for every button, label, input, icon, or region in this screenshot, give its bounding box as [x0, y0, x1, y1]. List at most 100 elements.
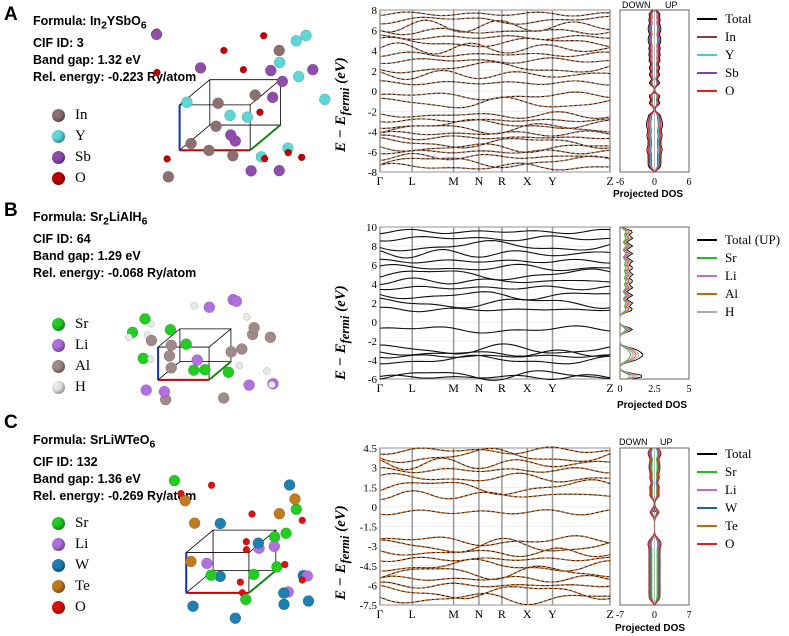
atom-sphere [201, 557, 213, 570]
atom-sphere [266, 91, 279, 104]
y-tick-label: 10 [366, 222, 378, 234]
atom-sphere [265, 64, 277, 77]
crystal-structure [150, 28, 331, 183]
legend-item: Li [697, 481, 752, 499]
atom-name: O [75, 599, 86, 615]
crystal-structure [125, 293, 279, 406]
band-line-spin-down [380, 558, 611, 572]
pdos-label: Projected DOS [613, 189, 684, 200]
band-line-spin-down [379, 535, 611, 547]
legend-label: Total [725, 11, 752, 26]
atom-name: Y [75, 128, 86, 144]
atom-sphere [239, 65, 248, 74]
band-line [379, 235, 611, 242]
atom-sphere [278, 598, 290, 611]
legend-item: Sr [697, 463, 752, 481]
spin-up-label: UP [660, 437, 673, 447]
band-line [379, 370, 611, 381]
band-line-spin-down [379, 446, 611, 455]
y-tick-label: -6 [368, 147, 378, 159]
legend-label: Total [725, 446, 752, 461]
dos-plot: 0 2.5 5 [618, 226, 692, 395]
legend-label: Li [725, 268, 737, 283]
dos-curve [619, 226, 644, 380]
atom-sphere [190, 302, 199, 310]
band-line-spin-down [379, 547, 611, 558]
legend: Total Sr Li W Te O [697, 445, 752, 553]
dos-curve [619, 226, 637, 380]
dos-x-tick-label: -6 [616, 177, 624, 188]
kpoint-label: Γ [377, 381, 384, 395]
legend-label: O [725, 536, 735, 551]
atom-sphere [268, 380, 276, 389]
atom-sphere [229, 612, 242, 624]
atom-w: W [52, 555, 90, 576]
atom-sphere [187, 600, 199, 612]
dos-curve [619, 226, 632, 380]
band-line-spin-down [379, 574, 611, 583]
legend-item: Sr [697, 249, 780, 267]
atom-sphere [222, 366, 235, 378]
kpoint-label: Y [548, 381, 557, 395]
atom-sphere [292, 70, 305, 83]
legend-swatch [697, 311, 717, 313]
band-gap: Band gap: 1.29 eV [33, 248, 141, 263]
band-line-spin-down [379, 490, 611, 501]
legend-item: Sb [697, 64, 752, 82]
formula: Formula: SrLiWTeO6 [33, 433, 156, 451]
panel-label: C [4, 412, 18, 433]
kpoint-label: Γ [377, 607, 384, 621]
atom-sphere [300, 29, 312, 42]
atom-sphere [252, 537, 265, 549]
atom-sphere [203, 301, 216, 314]
atom-li: Li [52, 335, 90, 356]
atom-sphere [284, 148, 292, 157]
band-line-spin-down [379, 592, 611, 606]
atom-name: Li [75, 536, 89, 552]
axis-b [208, 360, 232, 381]
atom-sphere [177, 489, 185, 498]
axis-b [248, 569, 277, 594]
legend-label: O [725, 83, 735, 98]
band-line-spin-down [379, 11, 611, 17]
y-tick-label: -2 [368, 336, 377, 348]
y-tick-label: 4.5 [363, 443, 377, 455]
atom-sphere [302, 595, 315, 607]
legend: Total In Y Sb O [697, 10, 752, 100]
band-line-spin-down [379, 61, 611, 74]
atom-ball-icon [52, 318, 65, 331]
y-tick-label: -4 [368, 127, 378, 139]
atom-sphere [230, 295, 243, 308]
atom-name: O [75, 170, 86, 186]
band-line [379, 285, 611, 291]
legend-label: Sr [725, 250, 737, 265]
dos-x-tick-label: 7 [687, 610, 692, 621]
band-line-spin-down [379, 118, 611, 123]
band-line-spin-down [380, 118, 611, 130]
band-line-spin-down [379, 15, 611, 25]
atom-name: Sb [75, 149, 91, 165]
legend-item: Te [697, 517, 752, 535]
band-line [379, 349, 611, 357]
y-tick-label: -4 [368, 355, 378, 367]
atom-sr: Sr [52, 513, 90, 534]
atom-sphere [224, 129, 237, 141]
band-line-spin-down [379, 80, 611, 86]
info-block: Formula: SrLiWTeO6 CIF ID: 132 Band gap:… [33, 432, 196, 505]
atom-sphere [188, 517, 201, 529]
legend-label: Sr [725, 464, 737, 479]
atom-h: H [52, 377, 90, 398]
atom-sphere [260, 154, 269, 163]
atom-sphere [283, 479, 296, 491]
band-line-spin-down [379, 42, 611, 55]
atom-sphere [281, 560, 289, 569]
atom-sphere [240, 593, 252, 606]
formula: Formula: In2YSbO6 [33, 14, 147, 32]
dos-x-tick-label: 2.5 [648, 384, 661, 395]
atom-sphere [289, 493, 301, 505]
legend-item: Total [697, 10, 752, 28]
band-line-spin-down [379, 134, 611, 141]
legend-swatch [697, 72, 717, 74]
atom-ball-icon [52, 381, 65, 394]
atom-name: Li [75, 337, 89, 353]
